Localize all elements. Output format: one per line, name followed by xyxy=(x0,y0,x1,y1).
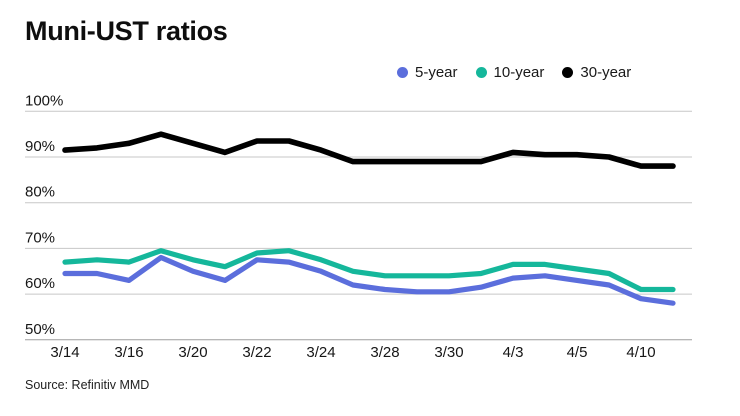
series-line-5-year xyxy=(62,254,676,306)
x-tick-label-4/5: 4/5 xyxy=(567,344,588,361)
x-tick-label-3/16: 3/16 xyxy=(114,344,143,361)
series-line-10-year xyxy=(62,248,676,293)
x-tick-label-3/28: 3/28 xyxy=(370,344,399,361)
y-tick-label-70: 70% xyxy=(25,229,55,246)
x-tick-label-4/3: 4/3 xyxy=(503,344,524,361)
legend-dot-5-year-icon xyxy=(397,67,408,78)
x-axis-labels: 3/14 3/16 3/20 3/22 3/24 3/28 3/30 4/3 4/5 4/10 xyxy=(50,344,655,361)
x-tick-label-3/30: 3/30 xyxy=(434,344,463,361)
x-tick-label-3/20: 3/20 xyxy=(178,344,207,361)
legend-dot-30-year-icon xyxy=(562,67,574,78)
legend-dot-10-year-icon xyxy=(475,67,487,78)
legend-label-10-year: 10-year xyxy=(493,64,545,81)
legend-item-5-year: 5-year xyxy=(397,64,458,81)
y-tick-label-90: 90% xyxy=(25,138,55,155)
x-tick-label-3/24: 3/24 xyxy=(306,344,335,361)
x-tick-label-3/14: 3/14 xyxy=(50,344,79,361)
series-lines xyxy=(62,131,676,306)
x-tick-label-4/10: 4/10 xyxy=(626,344,655,361)
y-tick-label-60: 60% xyxy=(25,275,55,292)
gridlines-group xyxy=(25,110,692,341)
y-axis-labels: 100% 90% 80% 70% 60% 50% xyxy=(25,92,63,337)
legend-item-10-year: 10-year xyxy=(475,64,545,81)
legend: 5-year 10-year 30-year xyxy=(397,64,631,81)
legend-label-30-year: 30-year xyxy=(580,64,632,81)
legend-item-30-year: 30-year xyxy=(562,64,631,81)
y-tick-label-50: 50% xyxy=(25,321,55,338)
series-line-30-year xyxy=(62,131,676,169)
y-tick-label-80: 80% xyxy=(25,184,55,201)
legend-label-5-year: 5-year xyxy=(415,64,458,81)
source-text: Source: Refinitiv MMD xyxy=(25,378,150,392)
x-tick-label-3/22: 3/22 xyxy=(242,344,271,361)
y-tick-label-100: 100% xyxy=(25,92,63,109)
chart-title: Muni-UST ratios xyxy=(25,16,228,46)
